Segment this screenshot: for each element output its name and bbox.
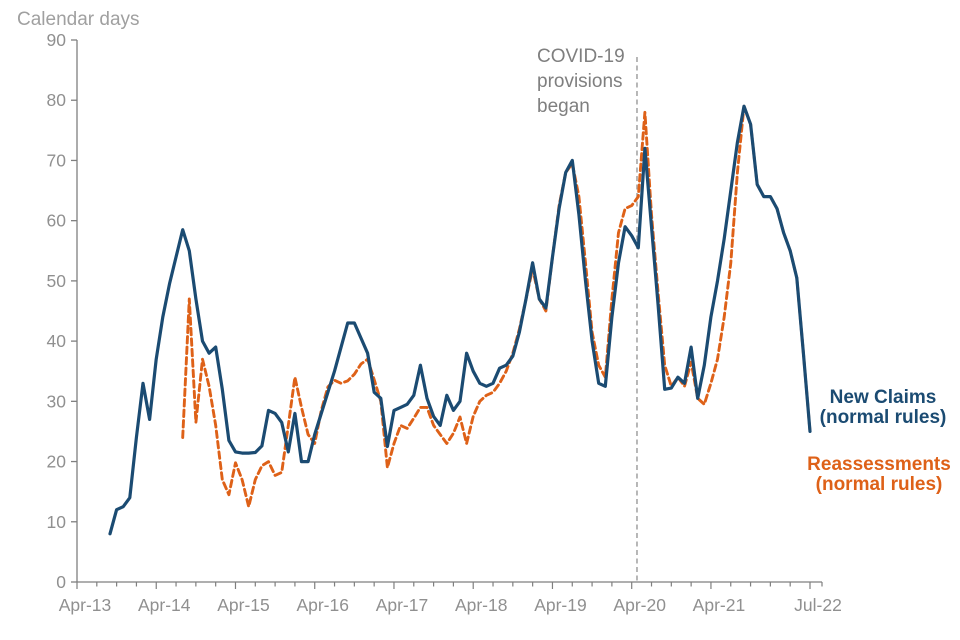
x-tick-label: Apr-18 <box>455 595 508 615</box>
x-tick-label: Apr-16 <box>296 595 349 615</box>
x-tick-label: Apr-21 <box>693 595 746 615</box>
reassessments-line <box>181 104 812 509</box>
x-tick-label: Apr-20 <box>613 595 666 615</box>
y-tick-label: 50 <box>47 271 67 291</box>
legend-new-claims-line-2: (normal rules) <box>820 407 947 428</box>
x-tick-label: Jul-22 <box>794 595 842 615</box>
x-tick-label: Apr-13 <box>59 595 112 615</box>
y-tick-label: 30 <box>47 391 67 411</box>
y-tick-label: 90 <box>47 30 67 50</box>
annotation-line-2: provisions <box>537 71 623 92</box>
y-tick-label: 40 <box>47 331 67 351</box>
legend-reassessments-line-2: (normal rules) <box>816 474 943 495</box>
y-tick-label: 20 <box>47 452 67 472</box>
y-tick-label: 70 <box>47 150 67 170</box>
y-tick-label: 80 <box>47 90 67 110</box>
y-tick-label: 60 <box>47 211 67 231</box>
y-tick-label: 0 <box>56 572 66 592</box>
y-tick-label: 10 <box>47 512 67 532</box>
x-tick-label: Apr-19 <box>534 595 587 615</box>
x-tick-label: Apr-14 <box>138 595 191 615</box>
annotation-line-3: began <box>537 96 590 117</box>
covid-annotation: COVID-19 provisions began <box>537 46 625 117</box>
new-claims-line <box>108 104 812 536</box>
y-axis-title: Calendar days <box>17 9 140 30</box>
x-tick-label: Apr-15 <box>217 595 270 615</box>
x-tick-label: Apr-17 <box>376 595 429 615</box>
legend-reassessments-line-1: Reassessments <box>807 454 951 475</box>
chart-generated-layer: 0 10 20 30 40 50 60 70 80 90 Apr-13 Apr-14 Apr-15 Apr… <box>47 30 842 615</box>
annotation-line-1: COVID-19 <box>537 46 625 67</box>
legend: New Claims (normal rules) Reassessments … <box>807 387 951 495</box>
legend-new-claims-line-1: New Claims <box>830 387 937 408</box>
